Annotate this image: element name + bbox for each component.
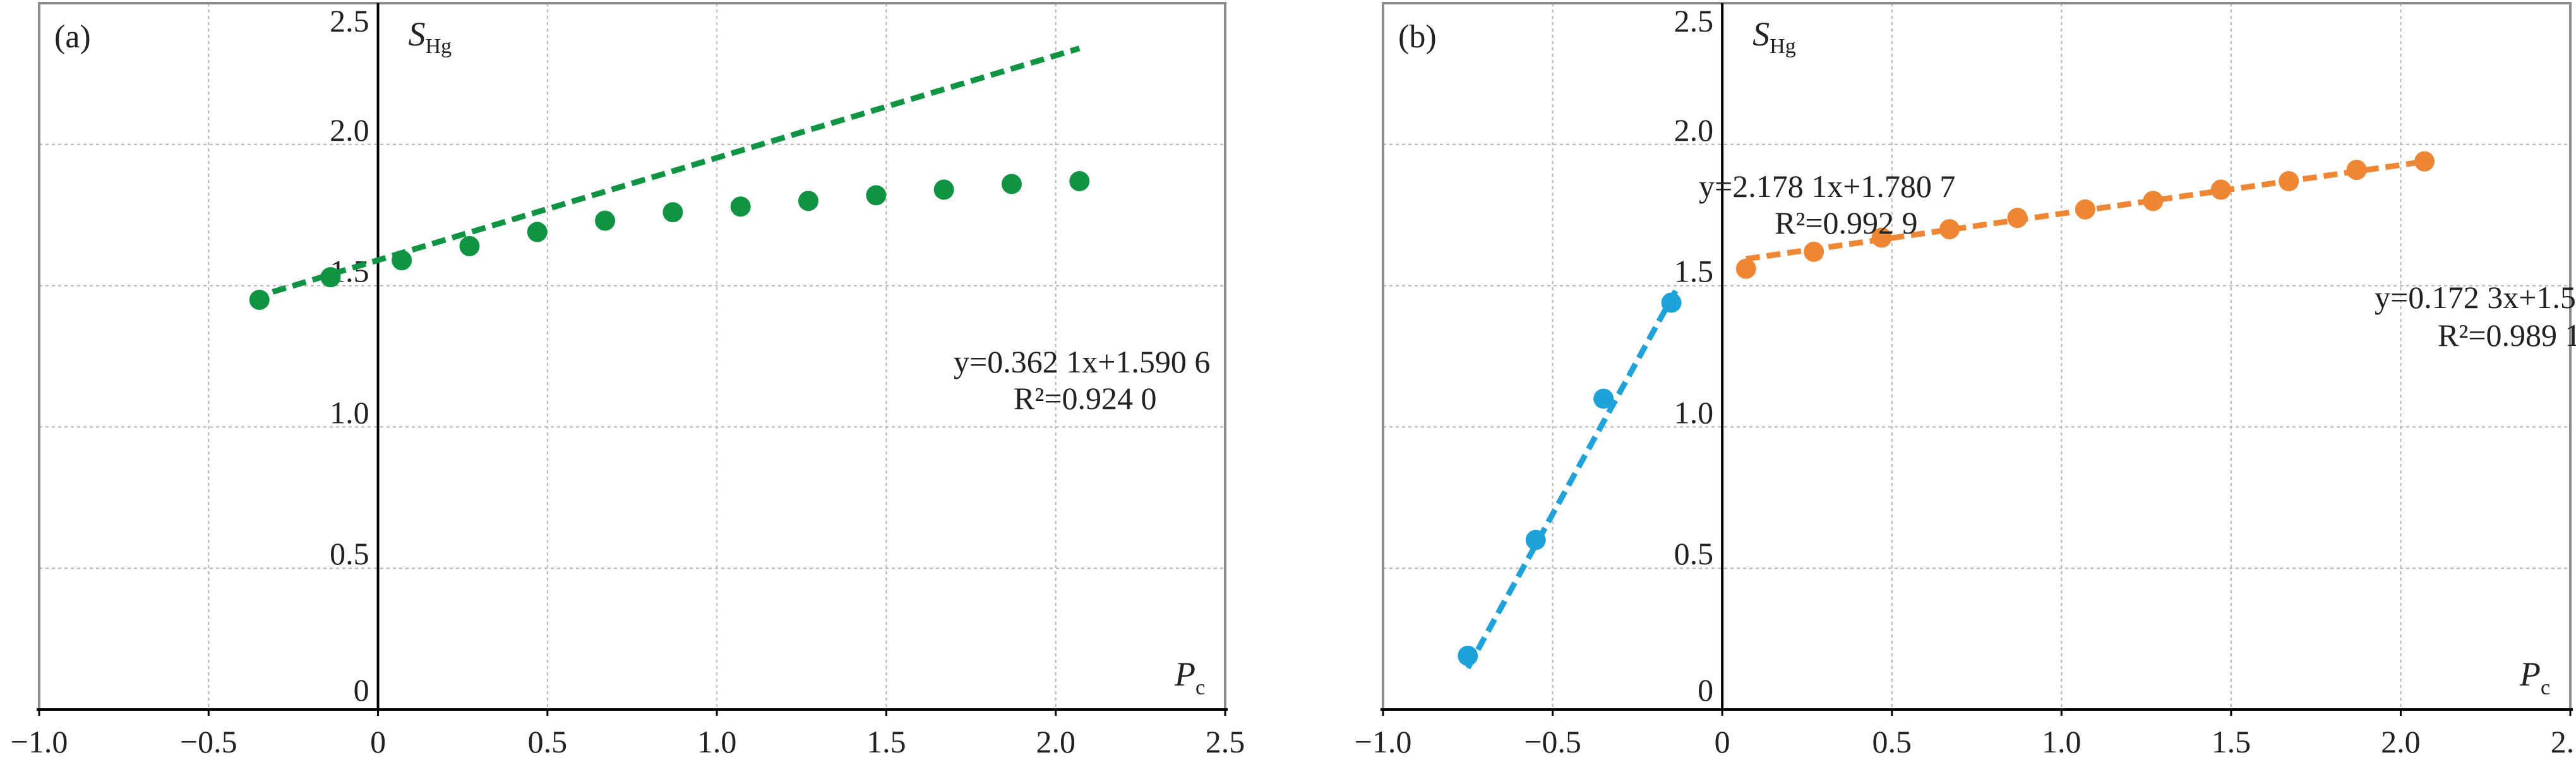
y-axis-label-sub: Hg <box>1770 35 1796 58</box>
data-point <box>2279 170 2299 191</box>
data-point <box>1458 645 1478 666</box>
fit-equation-label: R²=0.992 9 <box>1775 205 1918 240</box>
y-tick-label: 2.0 <box>330 112 369 148</box>
x-tick-label: 2.0 <box>2381 724 2421 757</box>
data-point <box>730 196 751 217</box>
chart-panel-b: −1.0 −0.5 0 0.5 1.0 1.5 2.0 2.5 0 0.5 1.0 1.5 2.0 2.5… <box>1355 2 2576 759</box>
y-tick-label: 1.0 <box>330 395 369 430</box>
y-tick-label: 0 <box>1698 672 1713 708</box>
fit-equation-label: y=0.362 1x+1.590 6 <box>954 344 1210 379</box>
y-tick-label: 0 <box>354 672 369 708</box>
data-point <box>2210 179 2231 200</box>
y-tick-label: 1.5 <box>1674 254 1714 289</box>
x-tick-label: 2.5 <box>2551 724 2576 757</box>
x-axis-label-sub: c <box>2541 676 2550 699</box>
y-axis-label: SHg <box>1752 15 1796 58</box>
data-point <box>1525 530 1546 550</box>
data-point <box>798 191 819 211</box>
data-point <box>1661 292 1682 313</box>
y-tick-label: 2.5 <box>330 3 369 39</box>
fit-equation-label: y=0.172 3x+1.582 7 <box>2375 280 2576 315</box>
data-point <box>2143 191 2164 211</box>
y-axis-label: SHg <box>409 15 452 58</box>
fit-equation-label: y=2.178 1x+1.780 7 <box>1699 169 1955 204</box>
x-tick-label: 2.0 <box>1036 724 1075 757</box>
y-tick-label: 2.0 <box>1674 112 1714 148</box>
data-point <box>2414 151 2435 172</box>
x-tick-label: −0.5 <box>180 724 237 757</box>
x-axis-label: Pc <box>1174 655 1205 699</box>
data-point <box>527 222 548 242</box>
x-tick-label: −0.5 <box>1524 724 1581 757</box>
data-point <box>249 289 270 310</box>
x-tick-label: 1.0 <box>697 724 737 757</box>
data-point <box>1735 258 1756 279</box>
fit-line <box>251 45 1081 301</box>
data-point <box>1804 241 1824 262</box>
x-tick-label: −1.0 <box>1355 724 1412 757</box>
data-point <box>1069 170 1090 191</box>
x-axis-label-main: P <box>1174 655 1195 693</box>
y-tick-label: 0.5 <box>330 536 369 571</box>
chart-panel-a: −1.0 −0.5 0 0.5 1.0 1.5 2.0 2.500.51.01.52.02.5… <box>11 2 1245 759</box>
fit-line <box>1465 285 1681 670</box>
fit-equation-label: R²=0.924 0 <box>1014 381 1157 416</box>
data-point <box>662 202 683 223</box>
data-point <box>1871 227 1892 248</box>
y-tick-label: 1.0 <box>1674 395 1714 430</box>
x-tick-label: 2.5 <box>1206 724 1245 757</box>
data-point <box>2346 160 2367 181</box>
data-point <box>1939 219 1960 240</box>
x-tick-label: 1.5 <box>866 724 906 757</box>
data-point <box>459 235 480 256</box>
x-tick-label: 1.5 <box>2212 724 2251 757</box>
x-axis-label-main: P <box>2519 655 2541 693</box>
data-point <box>320 267 341 288</box>
data-point <box>2075 199 2095 220</box>
x-tick-label: 0 <box>1715 724 1730 757</box>
x-axis-label-sub: c <box>1195 676 1205 699</box>
data-point <box>392 250 412 271</box>
data-point <box>2007 208 2028 229</box>
y-axis-label-main: S <box>409 15 426 53</box>
y-axis-label-main: S <box>1752 15 1770 53</box>
data-point <box>1593 388 1614 409</box>
y-tick-label: 0.5 <box>1674 536 1714 571</box>
data-point <box>1001 174 1022 194</box>
x-tick-label: −1.0 <box>11 724 68 757</box>
plot-frame <box>1382 2 2572 711</box>
x-axis-label: Pc <box>2519 655 2550 699</box>
x-tick-label: 0.5 <box>528 724 568 757</box>
data-point <box>866 185 887 206</box>
panel-label: (b) <box>1398 19 1437 55</box>
y-tick-label: 2.5 <box>1674 3 1714 39</box>
data-point <box>933 179 954 200</box>
x-tick-label: 1.0 <box>2042 724 2082 757</box>
data-point <box>595 210 616 231</box>
x-tick-label: 0.5 <box>1872 724 1912 757</box>
fit-equation-label: R²=0.989 1 <box>2438 318 2576 353</box>
y-axis-label-sub: Hg <box>426 35 452 58</box>
x-tick-label: 0 <box>370 724 386 757</box>
panel-label: (a) <box>54 19 91 55</box>
